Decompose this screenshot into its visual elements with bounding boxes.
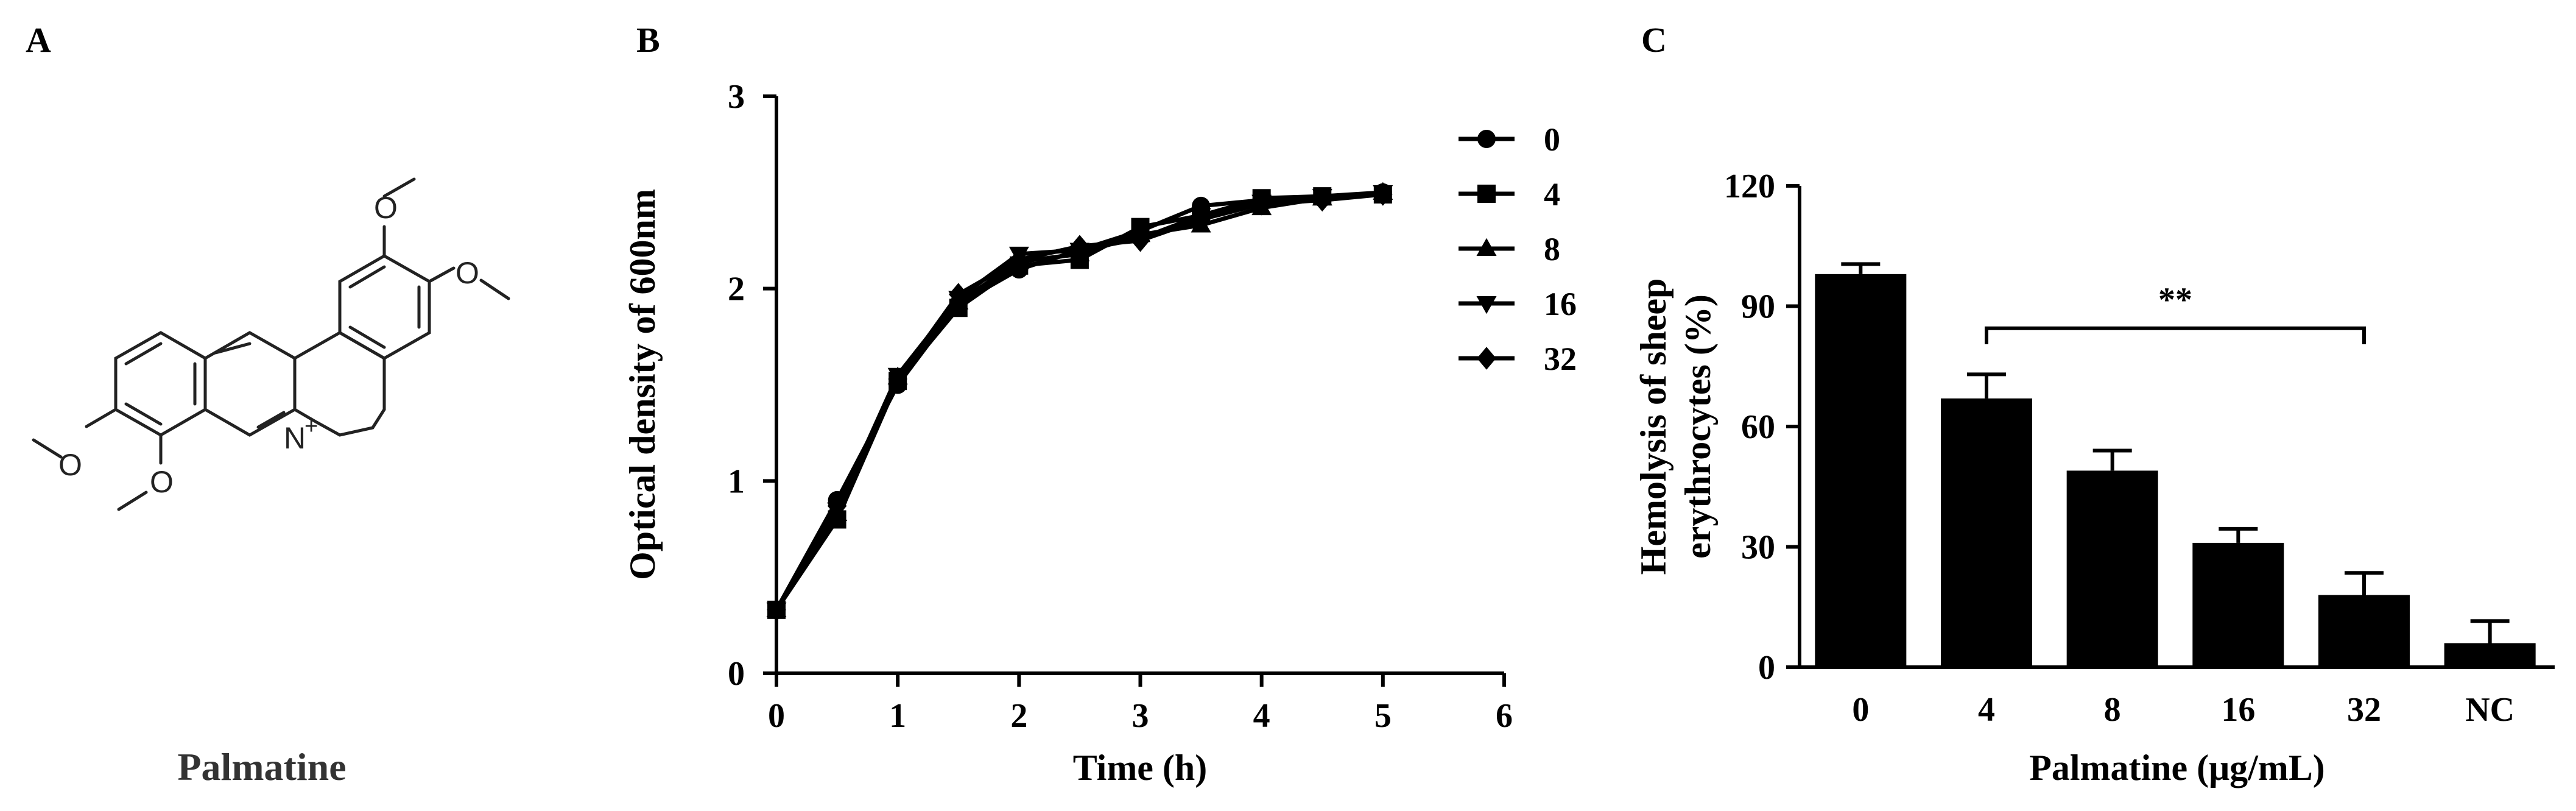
c-x-tick-label: NC <box>2465 691 2514 729</box>
ring-d-double-3 <box>348 325 386 349</box>
ring-c-bottom <box>293 408 386 437</box>
ring-b-double-2 <box>256 411 286 429</box>
b-y-tick-label: 3 <box>728 78 745 116</box>
b-x-tick-label: 2 <box>1010 697 1027 735</box>
b-point-32 <box>1312 188 1332 212</box>
b-x-tick-label: 1 <box>889 697 906 735</box>
c-x-tick-label: 32 <box>2347 691 2381 729</box>
b-x-axis-label: Time (h) <box>1073 748 1208 788</box>
c-bar-8 <box>2066 470 2158 667</box>
c-x-axis-label: Palmatine (μg/mL) <box>2029 748 2325 788</box>
bond-o3 <box>85 408 118 428</box>
bond-o4-me <box>117 490 148 511</box>
b-legend-marker-0 <box>1477 130 1496 148</box>
atom-n: N <box>284 421 306 455</box>
b-point-32 <box>1373 183 1393 206</box>
c-x-tick-label: 16 <box>2221 691 2255 729</box>
b-point-32 <box>888 367 907 391</box>
b-x-tick-label: 5 <box>1374 697 1392 735</box>
b-x-tick-label: 6 <box>1496 697 1513 735</box>
b-legend-label-4: 4 <box>1544 176 1560 213</box>
c-x-tick-label: 8 <box>2104 691 2121 729</box>
b-y-tick-label: 0 <box>728 655 745 693</box>
ring-d-double-1 <box>348 265 386 289</box>
c-y-ticks: 0 30 60 90 120 <box>1724 168 1800 687</box>
b-point-32 <box>827 494 847 518</box>
c-significance-label: ** <box>2158 282 2192 319</box>
ring-a <box>114 331 207 437</box>
b-point-32 <box>767 598 786 622</box>
b-legend-marker-4 <box>1477 185 1496 203</box>
b-legend-marker-8 <box>1476 238 1497 256</box>
bond-o3-me <box>32 438 63 459</box>
atom-o2: O <box>456 256 479 290</box>
c-significance-bracket: ** <box>1985 282 2366 345</box>
b-x-tick-label: 4 <box>1253 697 1270 735</box>
c-y-axis-label-line-1: Hemolysis of sheep <box>1633 278 1673 575</box>
b-legend-label-8: 8 <box>1544 231 1560 267</box>
c-bracket-line <box>1985 326 2366 345</box>
atom-o1: O <box>374 191 398 225</box>
atom-o4: O <box>150 465 174 499</box>
compound-name: Palmatine <box>177 745 346 788</box>
c-bar-NC <box>2444 643 2536 667</box>
b-legend: 0 4 8 16 32 <box>1459 121 1577 377</box>
b-point-32 <box>1130 229 1150 252</box>
ring-d <box>338 254 431 360</box>
b-point-32 <box>1191 208 1211 231</box>
b-legend-label-16: 16 <box>1544 286 1577 322</box>
b-series-markers <box>766 182 1393 622</box>
b-point-32 <box>1070 235 1089 258</box>
c-error-bars <box>1841 262 2510 643</box>
b-point-32 <box>1251 193 1272 216</box>
ring-c-bonds <box>293 331 386 411</box>
b-y-ticks: 0 1 2 3 <box>728 78 776 693</box>
bond-o2 <box>428 266 456 283</box>
c-x-tick-label: 4 <box>1978 691 1995 729</box>
atom-o3: O <box>58 448 82 482</box>
panel-a-structure: A O <box>26 20 510 788</box>
c-y-tick-label: 60 <box>1741 408 1775 446</box>
ring-b-double-1 <box>214 342 252 355</box>
b-y-tick-label: 2 <box>728 271 745 308</box>
c-y-tick-label: 30 <box>1741 529 1775 567</box>
b-x-ticks: 0 1 2 3 4 5 6 <box>768 673 1513 735</box>
atom-n-charge: + <box>304 414 318 439</box>
c-y-tick-label: 120 <box>1724 168 1775 205</box>
b-legend-marker-32 <box>1477 347 1496 370</box>
b-legend-marker-16 <box>1476 296 1497 314</box>
c-y-axis-label-line-2: erythrocytes (%) <box>1678 294 1718 559</box>
ring-a-double-1 <box>124 342 163 366</box>
c-y-tick-label: 90 <box>1741 288 1775 326</box>
panel-letter-c: C <box>1641 20 1667 60</box>
bond-o1-me <box>382 177 416 198</box>
c-y-tick-label: 0 <box>1758 649 1775 687</box>
palmatine-structure-drawing <box>32 177 510 511</box>
c-bar-0 <box>1815 274 1907 667</box>
c-x-tick-label: 0 <box>1852 691 1869 729</box>
c-bar-16 <box>2192 542 2284 667</box>
panel-letter-a: A <box>26 20 51 60</box>
panel-letter-b: B <box>636 20 660 60</box>
b-x-tick-label: 0 <box>768 697 785 735</box>
c-bars <box>1815 274 2536 667</box>
b-point-32 <box>949 283 968 306</box>
b-legend-label-0: 0 <box>1544 121 1560 158</box>
b-x-tick-label: 3 <box>1132 697 1149 735</box>
bond-o2-me <box>479 278 510 300</box>
b-y-tick-label: 1 <box>728 462 745 500</box>
ring-b <box>203 331 297 437</box>
ring-a-double-3 <box>124 402 163 426</box>
panel-c-hemolysis-chart: C 0 30 60 90 120 0 4 8 16 32 NC ** Hemolysis of s… <box>1633 20 2555 788</box>
c-bar-32 <box>2318 595 2410 667</box>
b-point-32 <box>1009 248 1029 272</box>
c-x-ticks: 0 4 8 16 32 NC <box>1852 691 2514 729</box>
b-legend-label-32: 32 <box>1544 341 1577 377</box>
c-bar-4 <box>1941 398 2032 667</box>
b-y-axis-label: Optical density of 600nm <box>622 189 663 580</box>
